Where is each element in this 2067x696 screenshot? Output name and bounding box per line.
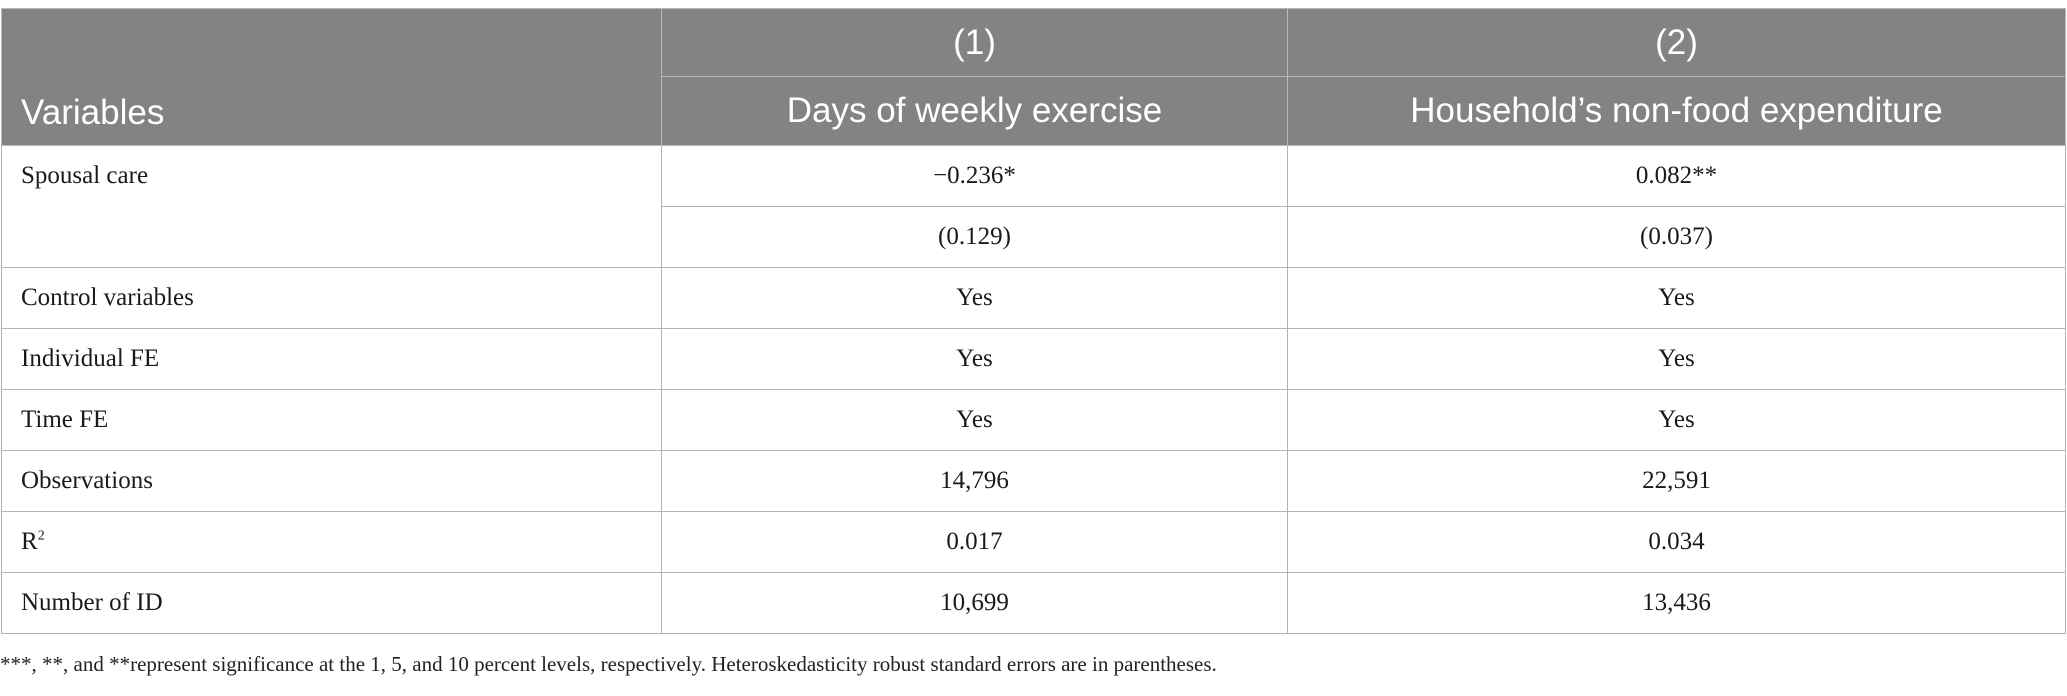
row-label-observations: Observations — [1, 450, 662, 512]
regression-table: Variables (1) (2) Days of weekly exercis… — [1, 8, 2066, 634]
table-footnote: ***, **, and **represent significance at… — [0, 652, 1217, 676]
row-label-control-variables: Control variables — [1, 267, 662, 329]
column-1-number: (1) — [661, 8, 1288, 77]
table-header: Variables (1) (2) Days of weekly exercis… — [1, 8, 2066, 146]
column-1-title: Days of weekly exercise — [661, 76, 1288, 146]
cell-number-of-id-2: 13,436 — [1287, 572, 2066, 634]
header-row-titles: Days of weekly exercise Household’s non-… — [2, 76, 2066, 146]
regression-table-container: Variables (1) (2) Days of weekly exercis… — [1, 8, 2066, 634]
table-row-number-of-id: Number of ID 10,699 13,436 — [1, 572, 2066, 634]
row-label-number-of-id: Number of ID — [1, 572, 662, 634]
r-squared-exponent: 2 — [37, 528, 45, 544]
table-row-individual-fe: Individual FE Yes Yes — [1, 328, 2066, 390]
r-squared-base: R — [21, 528, 38, 555]
cell-spousal-care-coef-2: 0.082** — [1287, 145, 2066, 207]
cell-time-fe-2: Yes — [1287, 389, 2066, 451]
cell-time-fe-1: Yes — [661, 389, 1288, 451]
cell-individual-fe-2: Yes — [1287, 328, 2066, 390]
cell-spousal-care-coef-1: −0.236* — [661, 145, 1288, 207]
variables-header: Variables — [1, 8, 662, 146]
cell-spousal-care-se-2: (0.037) — [1287, 206, 2066, 268]
cell-control-variables-2: Yes — [1287, 267, 2066, 329]
row-label-r-squared: R2 — [1, 511, 662, 573]
column-2-title: Household’s non-food expenditure — [1287, 76, 2066, 146]
cell-spousal-care-se-1: (0.129) — [661, 206, 1288, 268]
table-row-time-fe: Time FE Yes Yes — [1, 389, 2066, 451]
cell-observations-1: 14,796 — [661, 450, 1288, 512]
table-row-spousal-care: Spousal care −0.236* 0.082** — [1, 145, 2066, 268]
cell-control-variables-1: Yes — [661, 267, 1288, 329]
table-row-r-squared: R2 0.017 0.034 — [1, 511, 2066, 573]
header-row-numbers: Variables (1) (2) — [1, 8, 2066, 146]
row-label-spousal-care: Spousal care — [1, 145, 662, 268]
cell-observations-2: 22,591 — [1287, 450, 2066, 512]
row-label-individual-fe: Individual FE — [1, 328, 662, 390]
table-body: Spousal care −0.236* 0.082** (0.129) (0.… — [1, 145, 2066, 634]
column-2-number: (2) — [1287, 8, 2066, 77]
table-row-observations: Observations 14,796 22,591 — [1, 450, 2066, 512]
table-row-control-variables: Control variables Yes Yes — [1, 267, 2066, 329]
cell-number-of-id-1: 10,699 — [661, 572, 1288, 634]
cell-individual-fe-1: Yes — [661, 328, 1288, 390]
row-label-time-fe: Time FE — [1, 389, 662, 451]
cell-r-squared-1: 0.017 — [661, 511, 1288, 573]
cell-r-squared-2: 0.034 — [1287, 511, 2066, 573]
